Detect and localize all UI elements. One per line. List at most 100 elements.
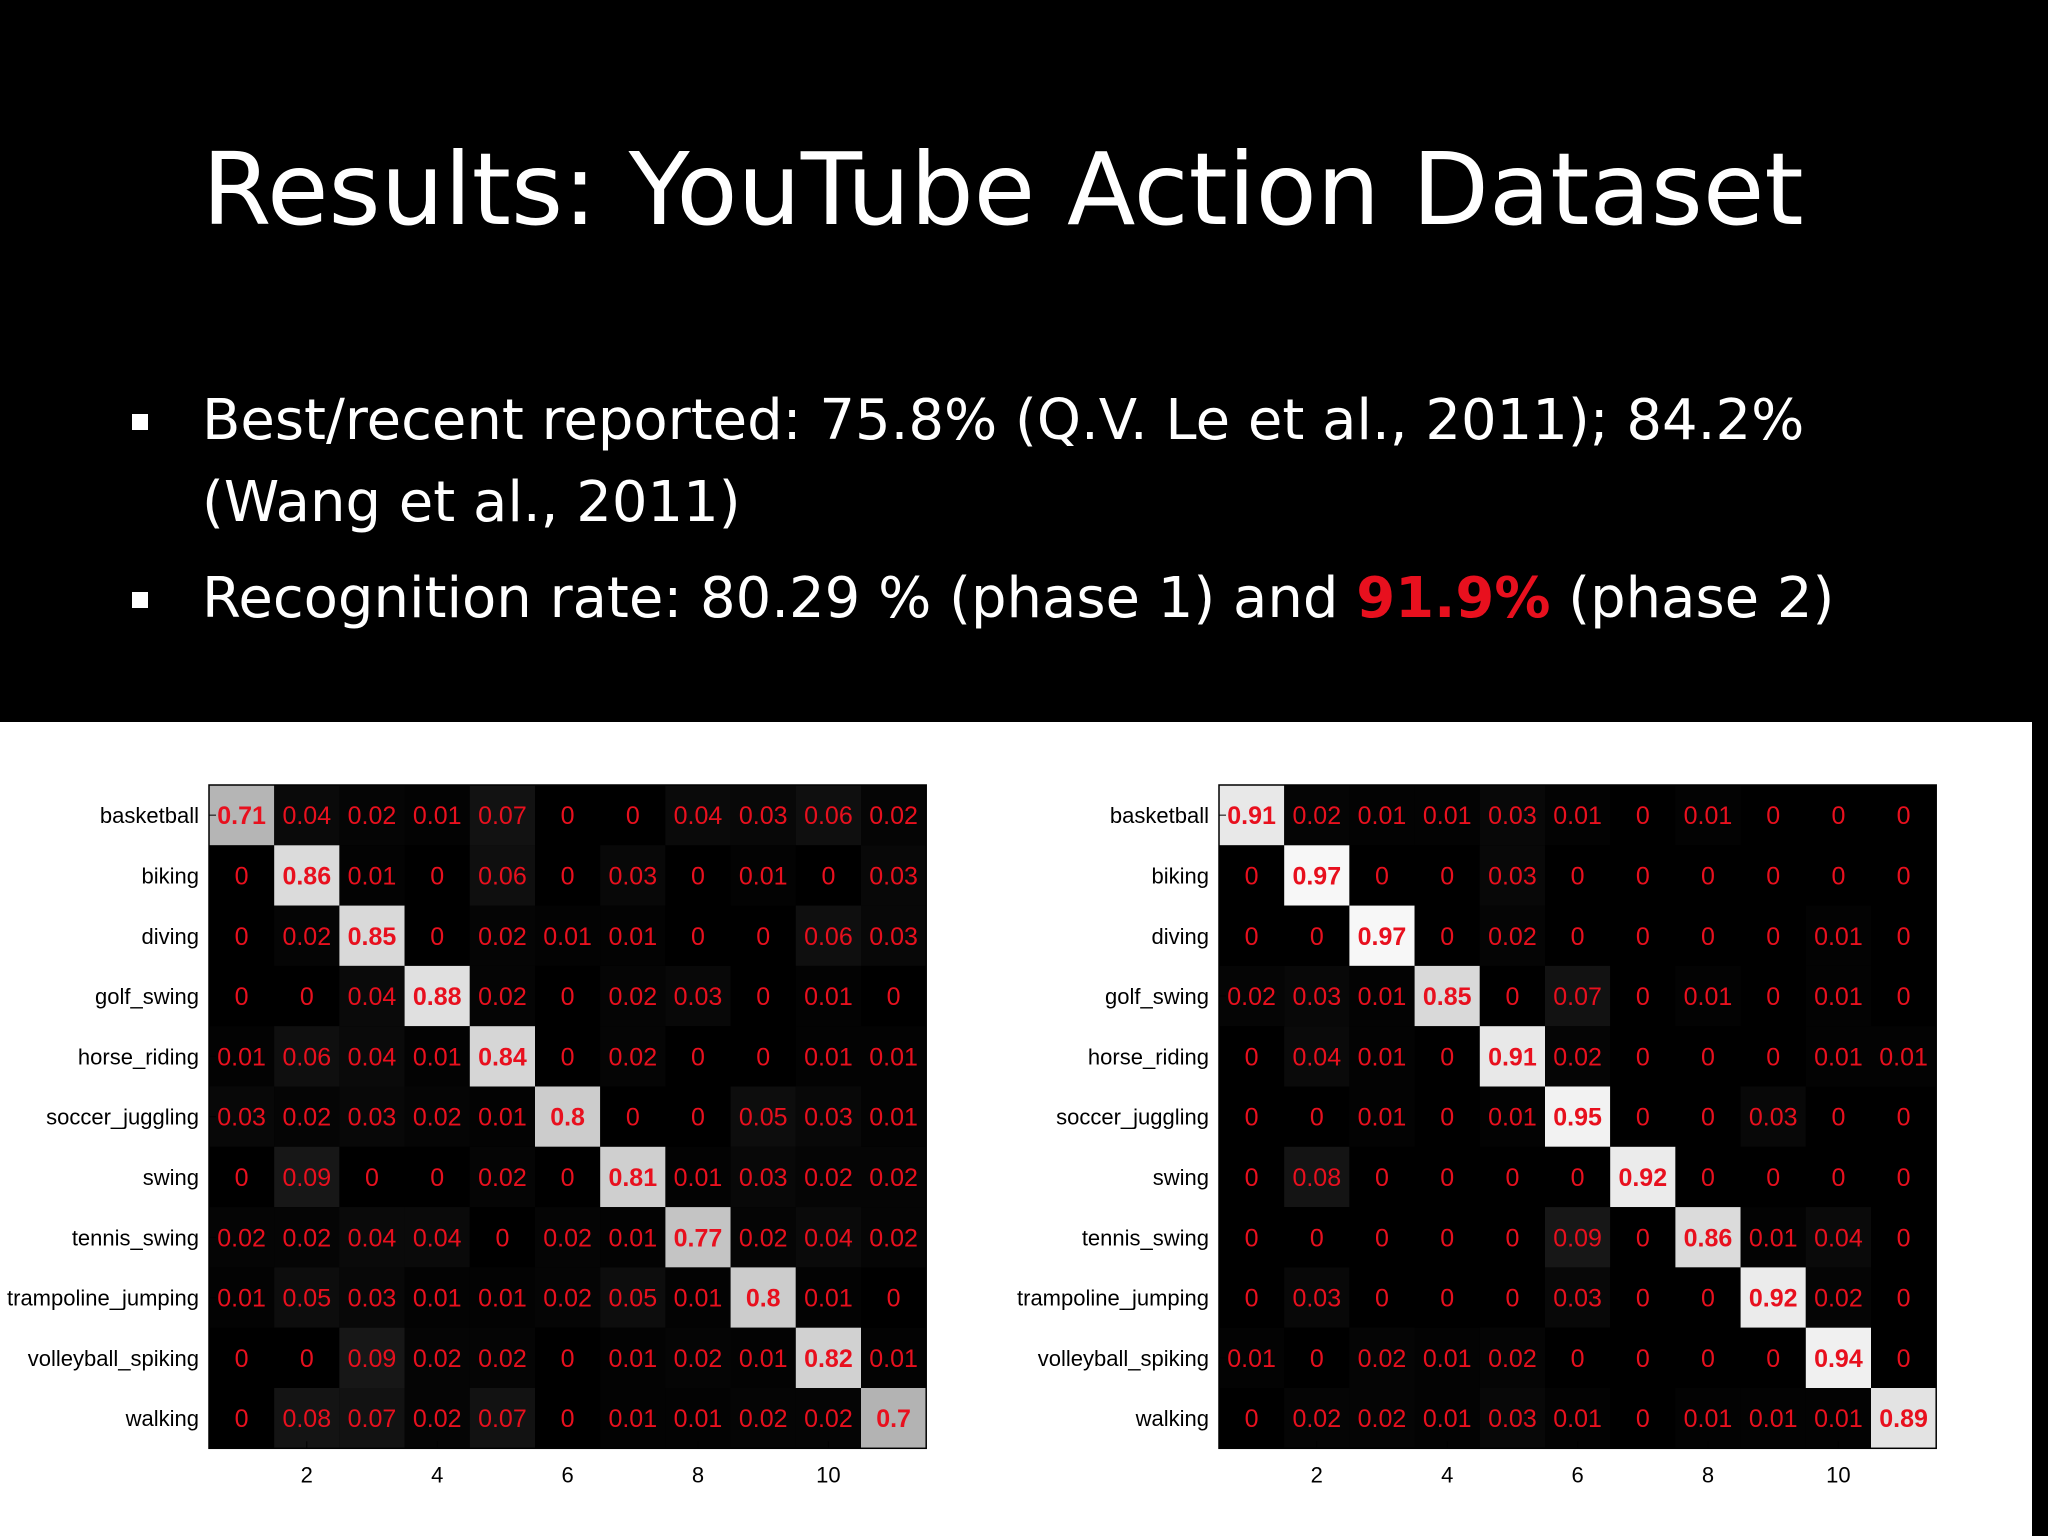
cell-value-label: 0 xyxy=(1636,1043,1650,1071)
matrix-cell xyxy=(1414,1267,1480,1328)
cell-value-label: 0.03 xyxy=(674,983,723,1011)
cell-value-label: 0.02 xyxy=(413,1345,462,1373)
matrix-cell xyxy=(1740,1146,1806,1208)
matrix-cell xyxy=(274,905,340,966)
cell-value-label: 0 xyxy=(626,802,640,830)
cell-value-label: 0.02 xyxy=(1227,983,1276,1011)
cell-value-label: 0.06 xyxy=(478,862,527,890)
cell-value-label: 0.97 xyxy=(1292,862,1341,890)
cell-value-label: 0.95 xyxy=(1553,1104,1602,1132)
matrix-cell xyxy=(1414,1327,1480,1388)
cell-value-label: 0 xyxy=(495,1224,509,1252)
cell-value-label: 0.01 xyxy=(1684,983,1733,1011)
cell-value-label: 0 xyxy=(1440,1164,1454,1192)
cell-value-label: 0.03 xyxy=(217,1104,266,1132)
cell-value-label: 0 xyxy=(1375,1285,1389,1313)
cell-value-label: 0.07 xyxy=(1553,983,1602,1011)
matrix-cell xyxy=(274,1026,340,1087)
cell-value-label: 0.01 xyxy=(1423,1345,1472,1373)
matrix-cell xyxy=(1414,1146,1480,1208)
cell-value-label: 0 xyxy=(1245,1043,1259,1071)
cell-value-label: 0 xyxy=(1766,1164,1780,1192)
y-tick-label: soccer_juggling xyxy=(1056,1105,1209,1130)
bullet-text: Best/recent reported: 75.8% (Q.V. Le et … xyxy=(202,388,1805,535)
matrix-cell xyxy=(600,1146,666,1208)
matrix-cell xyxy=(665,1146,731,1208)
cell-value-label: 0.03 xyxy=(348,1104,397,1132)
matrix-cell xyxy=(1219,1086,1285,1147)
matrix-cell xyxy=(209,845,275,906)
cell-value-label: 0.08 xyxy=(1292,1164,1341,1192)
matrix-cell xyxy=(1219,1267,1285,1328)
matrix-cell xyxy=(600,785,666,846)
matrix-cell xyxy=(1610,1327,1676,1388)
matrix-cell xyxy=(665,1086,731,1147)
y-tick-label: volleyball_spiking xyxy=(28,1346,199,1371)
matrix-cell xyxy=(535,845,601,906)
matrix-cell xyxy=(1284,1146,1350,1208)
cell-value-label: 0 xyxy=(1766,1043,1780,1071)
matrix-cell xyxy=(1675,1327,1741,1388)
matrix-cell xyxy=(600,1388,666,1449)
cell-value-label: 0.01 xyxy=(1423,1405,1472,1433)
matrix-cell xyxy=(1545,1388,1611,1449)
matrix-cell xyxy=(730,1026,796,1087)
matrix-cell xyxy=(1545,1086,1611,1147)
cell-value-label: 0 xyxy=(1310,1345,1324,1373)
matrix-cell xyxy=(1805,1207,1871,1268)
matrix-cell xyxy=(404,1267,470,1328)
cell-value-label: 0.04 xyxy=(282,802,331,830)
cell-value-label: 0.81 xyxy=(608,1164,657,1192)
cell-value-label: 0.04 xyxy=(348,1043,397,1071)
y-tick-label: swing xyxy=(1153,1165,1209,1190)
matrix-cell xyxy=(1805,965,1871,1027)
matrix-cell xyxy=(1284,905,1350,966)
cell-value-label: 0.03 xyxy=(1292,983,1341,1011)
cell-value-label: 0.88 xyxy=(413,983,462,1011)
matrix-cell xyxy=(1349,1327,1415,1388)
matrix-cell xyxy=(1610,905,1676,966)
matrix-cell xyxy=(1805,845,1871,906)
cell-value-label: 0.82 xyxy=(804,1345,853,1373)
cell-value-label: 0.02 xyxy=(282,923,331,951)
matrix-cell xyxy=(795,1327,861,1388)
cell-value-label: 0.02 xyxy=(869,802,918,830)
matrix-cell xyxy=(1479,905,1545,966)
matrix-cell xyxy=(535,905,601,966)
matrix-cell xyxy=(730,1207,796,1268)
cell-value-label: 0.01 xyxy=(608,1224,657,1252)
cell-value-label: 0.07 xyxy=(348,1405,397,1433)
cell-value-label: 0 xyxy=(1897,1345,1911,1373)
y-tick-label: volleyball_spiking xyxy=(1038,1346,1209,1371)
cell-value-label: 0 xyxy=(887,983,901,1011)
y-tick-label: basketball xyxy=(1110,803,1209,828)
matrix-cell xyxy=(730,1388,796,1449)
cell-value-label: 0 xyxy=(1310,923,1324,951)
y-tick-label: biking xyxy=(142,863,199,888)
matrix-cell xyxy=(1610,1388,1676,1449)
cell-value-label: 0 xyxy=(235,923,249,951)
matrix-cell xyxy=(1610,965,1676,1027)
matrix-cell xyxy=(1740,965,1806,1027)
matrix-cell xyxy=(730,1327,796,1388)
matrix-cell xyxy=(469,1086,535,1147)
matrix-cell xyxy=(795,1146,861,1208)
cell-value-label: 0.02 xyxy=(869,1224,918,1252)
matrix-cell xyxy=(665,1327,731,1388)
matrix-cell xyxy=(861,1146,927,1208)
cell-value-label: 0 xyxy=(1440,1224,1454,1252)
cell-value-label: 0 xyxy=(1701,1104,1715,1132)
matrix-cell xyxy=(339,905,405,966)
cell-value-label: 0 xyxy=(1636,1285,1650,1313)
matrix-cell xyxy=(404,1146,470,1208)
matrix-cell xyxy=(1675,965,1741,1027)
matrix-cell xyxy=(274,1388,340,1449)
matrix-cell xyxy=(665,1207,731,1268)
cell-value-label: 0.01 xyxy=(1358,802,1407,830)
cell-value-label: 0.85 xyxy=(1423,983,1472,1011)
cell-value-label: 0 xyxy=(1897,1224,1911,1252)
cell-value-label: 0.97 xyxy=(1358,923,1407,951)
matrix-cell xyxy=(861,905,927,966)
y-tick-label: swing xyxy=(143,1165,199,1190)
x-tick-label: 10 xyxy=(1826,1462,1850,1487)
